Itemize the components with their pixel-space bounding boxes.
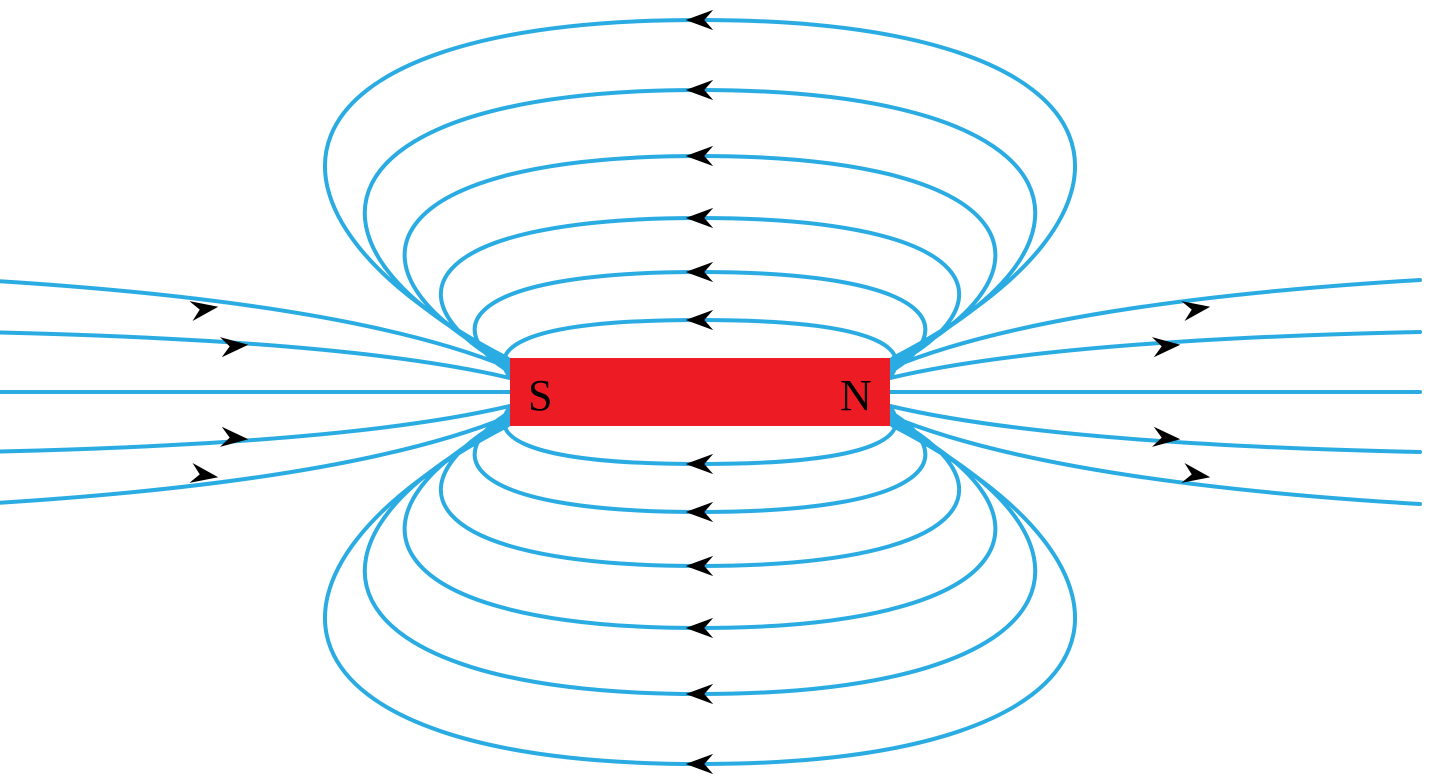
field-ray-south [0, 416, 510, 504]
bar-magnet [510, 358, 890, 426]
field-loop-bottom [325, 426, 1075, 764]
field-ray-north [890, 416, 1420, 504]
magnetic-field-diagram: SN [0, 0, 1434, 784]
north-pole-label: N [840, 371, 872, 420]
field-ray-north [890, 280, 1420, 368]
field-loop-top [325, 20, 1075, 358]
arrow-head [1152, 427, 1181, 449]
field-ray-south [0, 332, 510, 378]
field-loop-top [405, 156, 996, 363]
arrow-head [1152, 335, 1181, 357]
south-pole-label: S [528, 371, 552, 420]
field-ray-south [0, 280, 510, 368]
arrow-head [220, 427, 249, 449]
field-loop-bottom [405, 421, 996, 628]
arrow-head [220, 335, 249, 357]
field-ray-south [0, 406, 510, 452]
